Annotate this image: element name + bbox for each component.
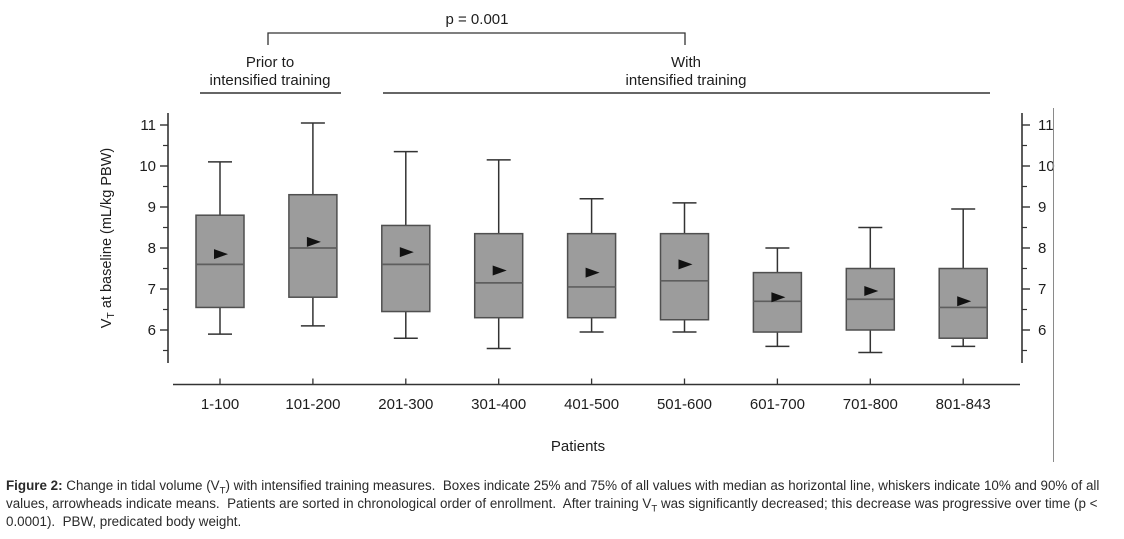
y-axis-right: 6 7 8 9 10 11 xyxy=(1021,113,1055,363)
box-1-100 xyxy=(195,161,245,335)
x-tick-label: 301-400 xyxy=(471,396,526,413)
x-axis-title: Patients xyxy=(551,438,605,455)
svg-text:11: 11 xyxy=(140,117,156,134)
svg-text:6: 6 xyxy=(148,322,156,339)
svg-text:9: 9 xyxy=(1038,199,1046,216)
x-tick-label: 401-500 xyxy=(564,396,619,413)
caption-text: was significantly decreased; this decrea… xyxy=(6,495,1102,529)
x-tick-label: 701-800 xyxy=(843,396,898,413)
mean-arrowhead xyxy=(957,296,972,307)
x-tick-label: 201-300 xyxy=(378,396,433,413)
svg-text:6: 6 xyxy=(1038,322,1046,339)
caption-text: ) with intensified training measures. Bo… xyxy=(6,478,1104,511)
mean-arrowhead xyxy=(214,249,228,260)
x-tick-label: 501-600 xyxy=(657,396,712,413)
mean-arrowhead xyxy=(492,265,507,276)
box-401-500 xyxy=(566,198,617,333)
y-axis-left: 6 7 8 9 10 11 xyxy=(139,113,169,363)
box-101-200 xyxy=(288,122,338,327)
svg-text:8: 8 xyxy=(1038,240,1046,257)
x-tick-label: 101-200 xyxy=(285,396,340,413)
svg-text:7: 7 xyxy=(148,281,156,298)
mean-arrowhead xyxy=(306,236,321,247)
caption-text: Change in tidal volume (V xyxy=(62,478,220,493)
y-axis-title: VT at baseline (mL/kg PBW) xyxy=(99,148,117,329)
x-axis: 1-100 101-200 201-300 301-400 401-500 501-600… xyxy=(173,378,1020,455)
box-701-800 xyxy=(845,226,896,354)
p-value-label: p = 0.001 xyxy=(446,11,509,28)
svg-text:9: 9 xyxy=(148,199,156,216)
mean-arrowhead xyxy=(678,259,693,270)
figure-caption: Figure 2: Change in tidal volume (VT) wi… xyxy=(6,477,1119,531)
y-axes: 6 7 8 9 10 11 6 7 8 9 10 11 VT at baseline (mL/kg PB… xyxy=(99,113,1055,363)
mean-arrowhead xyxy=(585,267,600,278)
mean-arrowhead xyxy=(399,247,414,258)
svg-text:With: With xyxy=(671,54,701,71)
caption-figure-number: Figure 2: xyxy=(6,478,63,493)
box-501-600 xyxy=(659,202,710,333)
caption-text: T xyxy=(651,503,658,515)
svg-text:intensified training: intensified training xyxy=(210,72,331,89)
svg-text:11: 11 xyxy=(1038,117,1054,134)
svg-text:intensified training: intensified training xyxy=(626,72,747,89)
mean-arrowhead xyxy=(864,286,879,297)
box-301-400 xyxy=(473,159,524,350)
x-tick-label: 601-700 xyxy=(750,396,805,413)
svg-text:7: 7 xyxy=(1038,281,1046,298)
x-tick-label: 801-843 xyxy=(936,396,991,413)
svg-text:Prior to: Prior to xyxy=(246,54,294,71)
box-201-300 xyxy=(381,150,431,339)
svg-text:10: 10 xyxy=(1038,158,1055,175)
mean-arrowhead xyxy=(771,292,786,303)
box-601-700 xyxy=(752,247,803,348)
svg-text:10: 10 xyxy=(139,158,156,175)
caption-text: T xyxy=(219,485,226,497)
significance-bracket: p = 0.001 xyxy=(267,11,686,45)
svg-text:8: 8 xyxy=(148,240,156,257)
box-801-843 xyxy=(938,208,988,348)
x-tick-label: 1-100 xyxy=(201,396,239,413)
